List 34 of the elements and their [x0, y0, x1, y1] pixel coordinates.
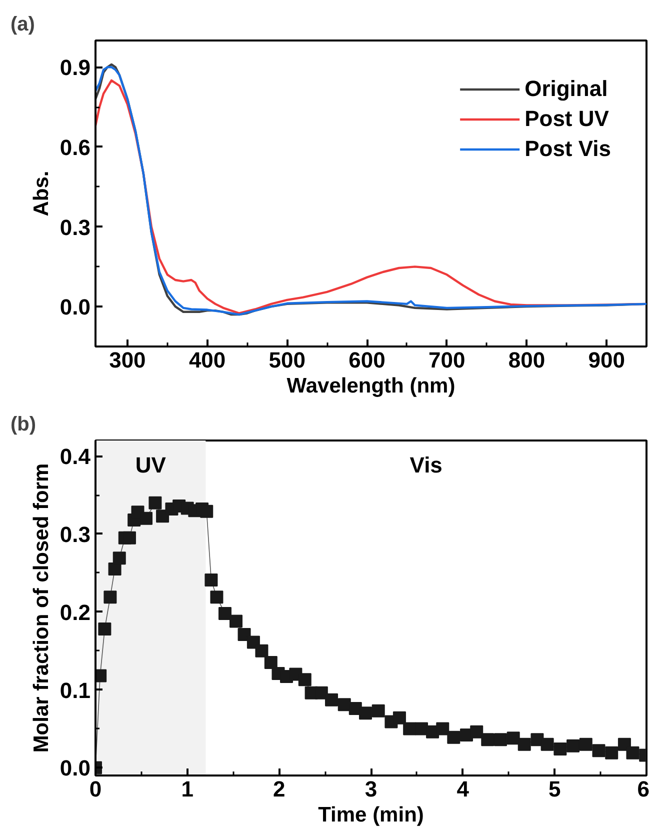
y-tick-label: 0.9	[60, 55, 91, 80]
y-tick-label: 0.4	[60, 444, 92, 470]
x-axis-title: Time (min)	[318, 804, 424, 826]
legend-label: Original	[524, 75, 608, 103]
legend-label: Post UV	[524, 105, 609, 133]
y-tick-label: 0.6	[60, 134, 91, 160]
x-tick-label: 4	[456, 776, 470, 802]
x-tick-label: 1	[181, 776, 194, 802]
chart-title: (a)	[10, 14, 35, 36]
x-tick-label: 0	[89, 776, 102, 802]
chart-title: (b)	[10, 414, 36, 436]
x-tick-label: 900	[588, 348, 625, 372]
x-tick-label: 600	[348, 348, 386, 372]
y-axis-title: Abs.	[30, 170, 53, 216]
x-tick-label: 400	[188, 348, 226, 372]
x-axis-title: Wavelength (nm)	[286, 374, 456, 398]
x-tick-label: 3	[364, 776, 378, 802]
x-tick-label: 6	[637, 776, 649, 802]
x-tick-label: 300	[109, 348, 146, 372]
x-tick-label: 5	[548, 776, 561, 802]
legend-label: Post Vis	[524, 135, 611, 163]
band-label: UV	[135, 452, 166, 478]
x-tick-label: 500	[268, 348, 306, 372]
y-tick-label: 0.2	[60, 600, 91, 625]
x-tick-label: 700	[428, 348, 466, 372]
y-tick-label: 0.0	[60, 756, 91, 781]
annotation: Vis	[410, 452, 442, 478]
y-axis-title: Molar fraction of closed form	[30, 463, 53, 753]
y-tick-label: 0.1	[60, 678, 91, 703]
x-tick-label: 2	[273, 776, 286, 802]
y-tick-label: 0.3	[60, 214, 91, 240]
y-tick-label: 0.0	[60, 294, 91, 320]
y-tick-label: 0.3	[60, 522, 91, 547]
x-tick-label: 800	[508, 348, 546, 372]
